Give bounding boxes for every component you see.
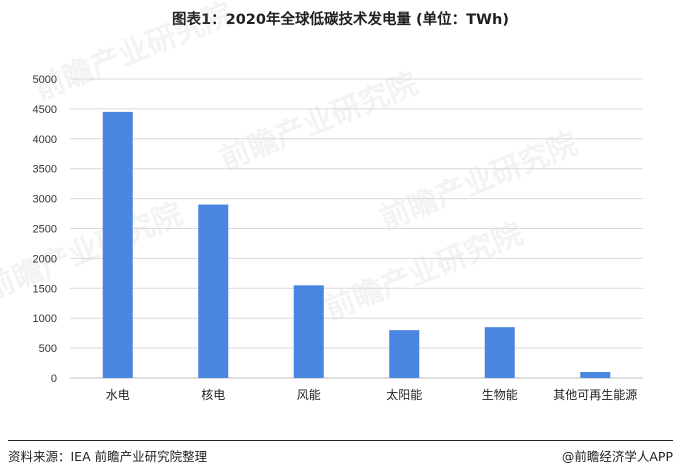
y-axis-ticks: 0 500 1000 1500 2000 2500 3000 3500 4000 4500 5000 [33,74,57,385]
x-tick-label: 太阳能 [386,387,422,402]
y-tick-label: 3000 [33,194,57,206]
bar [102,111,133,378]
x-tick-label: 水电 [106,388,130,402]
y-tick-label: 2500 [33,224,57,236]
bar [389,330,420,378]
y-tick-label: 0 [51,373,57,385]
y-tick-label: 4500 [33,104,57,116]
y-tick-label: 5000 [33,74,57,86]
x-tick-label: 核电 [201,388,225,402]
brand-credit: @前瞻经济学人APP [561,449,673,464]
watermark-logo: 前瞻产业研究院 [215,66,423,177]
bars [102,111,611,378]
chart-title: 图表1：2020年全球低碳技术发电量 (单位：TWh) [172,12,509,28]
x-tick-label: 生物能 [482,388,518,402]
x-tick-label: 其他可再生能源 [553,388,637,402]
footer: 资料来源：IEA 前瞻产业研究院整理 @前瞻经济学人APP [8,440,673,465]
y-tick-label: 2000 [33,253,57,265]
y-tick-label: 1500 [33,283,57,295]
bar [580,372,611,378]
bar [484,327,515,378]
y-tick-label: 4000 [33,134,57,146]
source-note: 资料来源：IEA 前瞻产业研究院整理 [8,449,208,464]
watermark-logo: 前瞻产业研究院 [30,0,238,107]
y-tick-label: 3500 [33,164,57,176]
watermark-logo: 前瞻产业研究院 [320,216,528,327]
x-tick-label: 风能 [297,388,321,402]
bar [293,285,324,378]
x-axis-ticks: 水电 核电 风能 太阳能 生物能 其他可再生能源 [106,387,638,402]
y-tick-label: 500 [39,343,57,355]
bar [198,204,229,378]
watermark-logo: 前瞻产业研究院 [375,126,583,237]
watermark-logo: 前瞻产业研究院 [0,196,188,307]
y-tick-label: 1000 [33,313,57,325]
gridlines [70,78,643,379]
